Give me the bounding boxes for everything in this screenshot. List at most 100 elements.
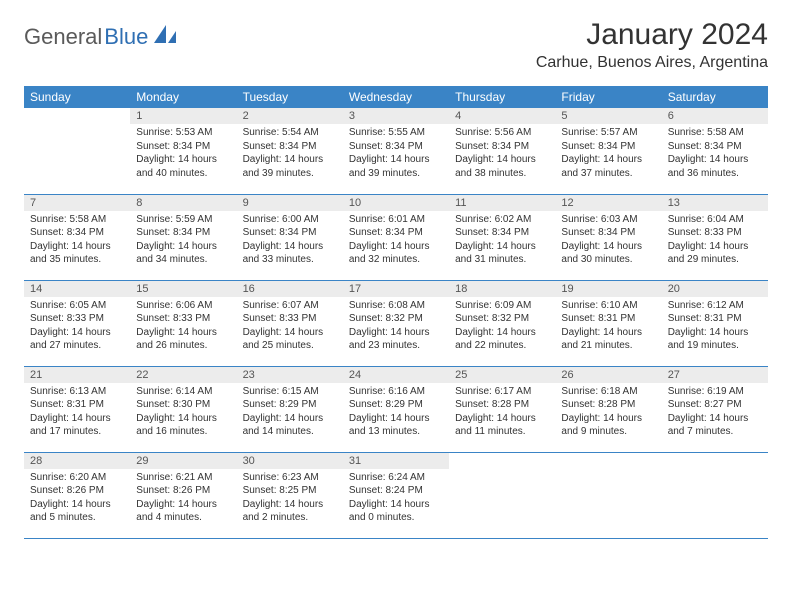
- day-details: Sunrise: 6:16 AMSunset: 8:29 PMDaylight:…: [343, 383, 449, 443]
- day-detail-line: Sunset: 8:32 PM: [455, 312, 549, 326]
- calendar-day-cell: 18Sunrise: 6:09 AMSunset: 8:32 PMDayligh…: [449, 280, 555, 366]
- day-number: 2: [237, 108, 343, 124]
- day-details: Sunrise: 6:06 AMSunset: 8:33 PMDaylight:…: [130, 297, 236, 357]
- day-detail-line: and 22 minutes.: [455, 339, 549, 353]
- calendar-day-cell: 20Sunrise: 6:12 AMSunset: 8:31 PMDayligh…: [662, 280, 768, 366]
- day-detail-line: and 4 minutes.: [136, 511, 230, 525]
- day-detail-line: Daylight: 14 hours: [561, 326, 655, 340]
- calendar-day-cell: 12Sunrise: 6:03 AMSunset: 8:34 PMDayligh…: [555, 194, 661, 280]
- calendar-week-row: 7Sunrise: 5:58 AMSunset: 8:34 PMDaylight…: [24, 194, 768, 280]
- day-details: Sunrise: 6:02 AMSunset: 8:34 PMDaylight:…: [449, 211, 555, 271]
- day-details: Sunrise: 5:53 AMSunset: 8:34 PMDaylight:…: [130, 124, 236, 184]
- day-detail-line: Sunset: 8:33 PM: [30, 312, 124, 326]
- day-detail-line: Sunset: 8:33 PM: [243, 312, 337, 326]
- day-number: 9: [237, 195, 343, 211]
- day-detail-line: and 23 minutes.: [349, 339, 443, 353]
- day-detail-line: Sunrise: 6:12 AM: [668, 299, 762, 313]
- day-number: 4: [449, 108, 555, 124]
- day-detail-line: Daylight: 14 hours: [668, 240, 762, 254]
- day-details: Sunrise: 6:13 AMSunset: 8:31 PMDaylight:…: [24, 383, 130, 443]
- day-details: Sunrise: 5:58 AMSunset: 8:34 PMDaylight:…: [662, 124, 768, 184]
- day-detail-line: Sunrise: 6:01 AM: [349, 213, 443, 227]
- day-detail-line: Daylight: 14 hours: [243, 498, 337, 512]
- day-detail-line: and 36 minutes.: [668, 167, 762, 181]
- day-detail-line: and 7 minutes.: [668, 425, 762, 439]
- day-details: Sunrise: 6:14 AMSunset: 8:30 PMDaylight:…: [130, 383, 236, 443]
- day-detail-line: Sunrise: 6:06 AM: [136, 299, 230, 313]
- day-detail-line: Sunrise: 6:23 AM: [243, 471, 337, 485]
- day-details: Sunrise: 6:12 AMSunset: 8:31 PMDaylight:…: [662, 297, 768, 357]
- calendar-day-cell: 14Sunrise: 6:05 AMSunset: 8:33 PMDayligh…: [24, 280, 130, 366]
- day-detail-line: Daylight: 14 hours: [30, 498, 124, 512]
- day-detail-line: Sunset: 8:34 PM: [243, 140, 337, 154]
- day-detail-line: Sunrise: 6:07 AM: [243, 299, 337, 313]
- day-detail-line: Daylight: 14 hours: [30, 326, 124, 340]
- day-detail-line: Sunrise: 6:02 AM: [455, 213, 549, 227]
- day-detail-line: and 31 minutes.: [455, 253, 549, 267]
- day-detail-line: Daylight: 14 hours: [455, 412, 549, 426]
- day-detail-line: Sunrise: 6:16 AM: [349, 385, 443, 399]
- day-detail-line: Daylight: 14 hours: [349, 326, 443, 340]
- day-detail-line: Sunrise: 6:15 AM: [243, 385, 337, 399]
- day-number: 11: [449, 195, 555, 211]
- calendar-day-cell: 11Sunrise: 6:02 AMSunset: 8:34 PMDayligh…: [449, 194, 555, 280]
- day-detail-line: Sunrise: 5:53 AM: [136, 126, 230, 140]
- day-detail-line: Sunset: 8:34 PM: [136, 226, 230, 240]
- day-detail-line: Sunset: 8:25 PM: [243, 484, 337, 498]
- day-number: 7: [24, 195, 130, 211]
- calendar-day-cell: 22Sunrise: 6:14 AMSunset: 8:30 PMDayligh…: [130, 366, 236, 452]
- day-detail-line: and 32 minutes.: [349, 253, 443, 267]
- day-detail-line: Sunset: 8:34 PM: [136, 140, 230, 154]
- day-detail-line: Sunset: 8:34 PM: [561, 140, 655, 154]
- day-detail-line: and 13 minutes.: [349, 425, 443, 439]
- day-detail-line: Sunrise: 6:20 AM: [30, 471, 124, 485]
- day-detail-line: Sunset: 8:34 PM: [455, 226, 549, 240]
- day-detail-line: Daylight: 14 hours: [30, 412, 124, 426]
- day-detail-line: Sunset: 8:30 PM: [136, 398, 230, 412]
- day-detail-line: Sunrise: 5:57 AM: [561, 126, 655, 140]
- day-detail-line: and 5 minutes.: [30, 511, 124, 525]
- calendar-week-row: 21Sunrise: 6:13 AMSunset: 8:31 PMDayligh…: [24, 366, 768, 452]
- calendar-day-cell: 23Sunrise: 6:15 AMSunset: 8:29 PMDayligh…: [237, 366, 343, 452]
- calendar-day-cell: 7Sunrise: 5:58 AMSunset: 8:34 PMDaylight…: [24, 194, 130, 280]
- calendar-day-cell: 16Sunrise: 6:07 AMSunset: 8:33 PMDayligh…: [237, 280, 343, 366]
- day-detail-line: Sunset: 8:29 PM: [349, 398, 443, 412]
- calendar-day-cell: 21Sunrise: 6:13 AMSunset: 8:31 PMDayligh…: [24, 366, 130, 452]
- day-detail-line: Sunrise: 6:19 AM: [668, 385, 762, 399]
- day-number: 1: [130, 108, 236, 124]
- calendar-day-cell: 1Sunrise: 5:53 AMSunset: 8:34 PMDaylight…: [130, 108, 236, 194]
- logo-text-blue: Blue: [104, 24, 148, 50]
- day-details: Sunrise: 6:05 AMSunset: 8:33 PMDaylight:…: [24, 297, 130, 357]
- header: General Blue January 2024 Carhue, Buenos…: [24, 18, 768, 72]
- day-detail-line: Sunrise: 6:09 AM: [455, 299, 549, 313]
- day-detail-line: Sunset: 8:34 PM: [349, 226, 443, 240]
- day-detail-line: and 30 minutes.: [561, 253, 655, 267]
- day-number: 20: [662, 281, 768, 297]
- day-number: 6: [662, 108, 768, 124]
- day-number: 24: [343, 367, 449, 383]
- day-number: 26: [555, 367, 661, 383]
- day-detail-line: Daylight: 14 hours: [349, 240, 443, 254]
- logo-text-general: General: [24, 24, 102, 50]
- month-title: January 2024: [536, 18, 768, 52]
- day-detail-line: Daylight: 14 hours: [136, 240, 230, 254]
- day-detail-line: Sunrise: 5:54 AM: [243, 126, 337, 140]
- calendar-day-cell: 27Sunrise: 6:19 AMSunset: 8:27 PMDayligh…: [662, 366, 768, 452]
- title-block: January 2024 Carhue, Buenos Aires, Argen…: [536, 18, 768, 72]
- day-detail-line: Daylight: 14 hours: [561, 412, 655, 426]
- day-detail-line: Sunrise: 6:03 AM: [561, 213, 655, 227]
- day-detail-line: Daylight: 14 hours: [136, 412, 230, 426]
- day-detail-line: Sunset: 8:34 PM: [349, 140, 443, 154]
- calendar-day-cell: 9Sunrise: 6:00 AMSunset: 8:34 PMDaylight…: [237, 194, 343, 280]
- weekday-header: Friday: [555, 86, 661, 108]
- calendar-table: SundayMondayTuesdayWednesdayThursdayFrid…: [24, 86, 768, 539]
- day-number: 15: [130, 281, 236, 297]
- day-number: 28: [24, 453, 130, 469]
- weekday-header: Wednesday: [343, 86, 449, 108]
- day-details: Sunrise: 5:56 AMSunset: 8:34 PMDaylight:…: [449, 124, 555, 184]
- day-detail-line: Sunset: 8:24 PM: [349, 484, 443, 498]
- day-detail-line: Daylight: 14 hours: [243, 153, 337, 167]
- calendar-day-cell: 30Sunrise: 6:23 AMSunset: 8:25 PMDayligh…: [237, 452, 343, 538]
- day-detail-line: Sunset: 8:31 PM: [561, 312, 655, 326]
- day-details: Sunrise: 6:08 AMSunset: 8:32 PMDaylight:…: [343, 297, 449, 357]
